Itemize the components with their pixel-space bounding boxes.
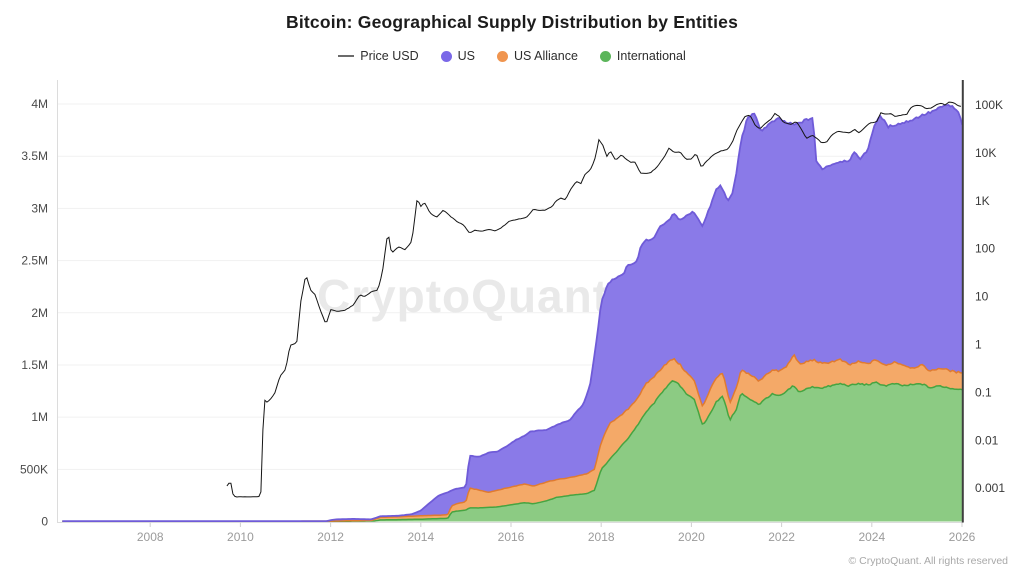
x-tick-label: 2016: [498, 530, 525, 544]
y-right-tick-label: 100K: [975, 98, 1003, 112]
y-right-tick-label: 1K: [975, 194, 990, 208]
y-left-tick-label: 1.5M: [21, 358, 48, 372]
y-left-tick-label: 3M: [31, 201, 48, 215]
chart-legend: Price USD US US Alliance International: [0, 49, 1024, 63]
legend-item-us[interactable]: US: [440, 49, 475, 63]
us-alliance-area[interactable]: [62, 355, 963, 522]
legend-item-price-usd[interactable]: Price USD: [338, 49, 419, 63]
y-right-tick-label: 10K: [975, 146, 996, 160]
y-left-tick-label: 500K: [20, 462, 48, 476]
y-right-tick-label: 1: [975, 338, 982, 352]
legend-label: US Alliance: [513, 49, 578, 63]
chart-title: Bitcoin: Geographical Supply Distributio…: [285, 12, 739, 32]
us-edge-line: [62, 104, 963, 523]
y-left-tick-label: 2.5M: [21, 254, 48, 268]
y-left-tick-label: 2M: [31, 306, 48, 320]
us-area[interactable]: [62, 105, 963, 522]
price-line-swatch-icon: [338, 55, 355, 57]
x-tick-label: 2020: [678, 530, 705, 544]
legend-label: International: [616, 49, 686, 63]
y-right-tick-label: 0.01: [975, 433, 999, 447]
price-usd-line: [226, 101, 962, 498]
copyright-text: © CryptoQuant. All rights reserved: [848, 555, 1008, 567]
legend-item-us-alliance[interactable]: US Alliance: [496, 49, 578, 63]
series-dot-icon: [496, 50, 508, 62]
series-dot-icon: [440, 50, 452, 62]
watermark-logo-text: CryptoQuant: [317, 270, 609, 322]
plot-area[interactable]: [62, 101, 963, 523]
x-tick-label: 2018: [588, 530, 615, 544]
international-area[interactable]: [62, 380, 963, 522]
y-left-tick-label: 1M: [31, 410, 48, 424]
y-right-tick-label: 0.001: [975, 481, 1005, 495]
y-left-tick-label: 4M: [31, 97, 48, 111]
legend-item-international[interactable]: International: [599, 49, 686, 63]
x-tick-label: 2022: [768, 530, 795, 544]
x-tick-label: 2010: [227, 530, 254, 544]
series-dot-icon: [599, 50, 611, 62]
x-tick-label: 2012: [317, 530, 344, 544]
y-right-tick-label: 0.1: [975, 385, 992, 399]
legend-label: Price USD: [360, 49, 419, 63]
x-tick-label: 2026: [949, 530, 976, 544]
x-tick-label: 2024: [858, 530, 885, 544]
y-left-tick-label: 3.5M: [21, 149, 48, 163]
y-right-tick-label: 100: [975, 242, 995, 256]
x-tick-label: 2014: [407, 530, 434, 544]
y-left-tick-label: 0: [41, 515, 48, 529]
legend-label: US: [457, 49, 475, 63]
y-right-tick-label: 10: [975, 290, 989, 304]
x-tick-label: 2008: [137, 530, 164, 544]
